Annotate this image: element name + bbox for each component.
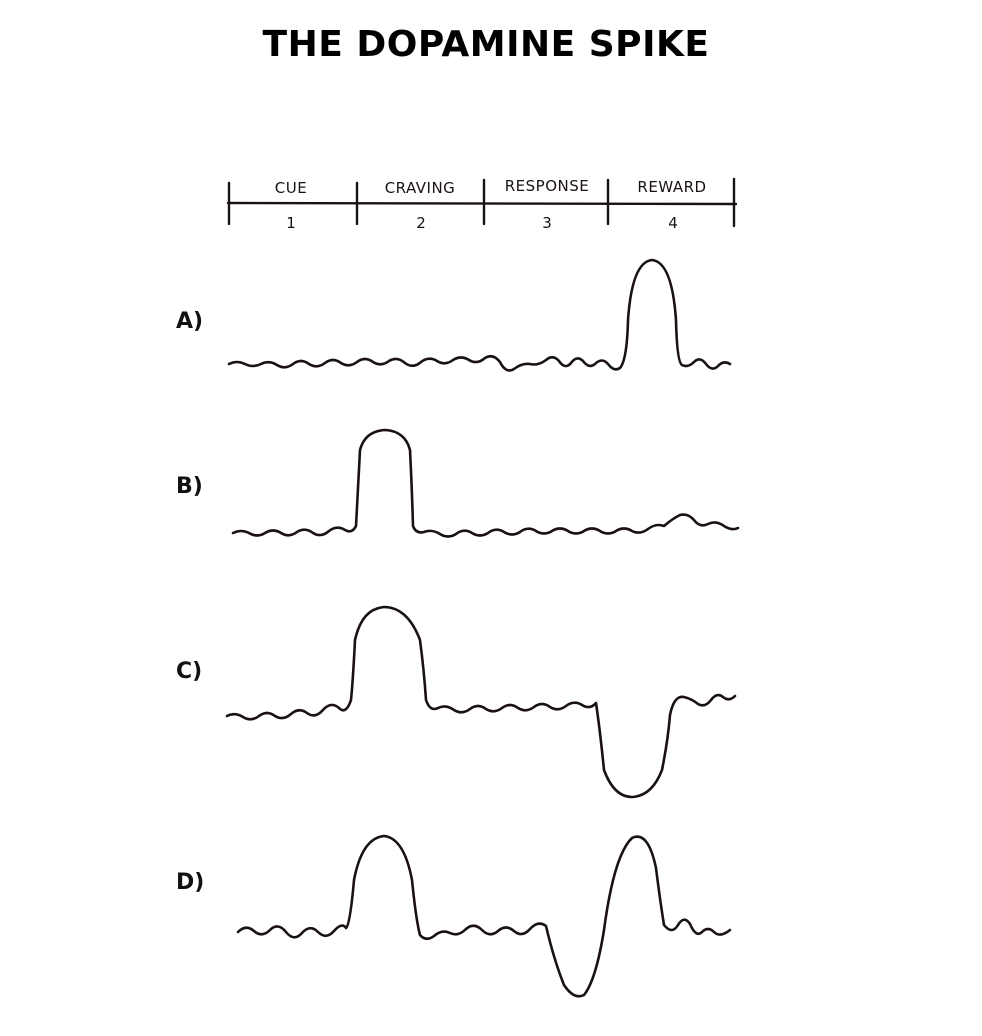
stage-label-cue: CUE [275, 179, 307, 197]
stage-number-1: 1 [286, 214, 296, 232]
diagram-title: THE DOPAMINE SPIKE [262, 24, 710, 65]
row-label-c: C) [176, 659, 203, 684]
dopamine-curve-c [225, 605, 737, 799]
row-label-d: D) [176, 870, 205, 895]
stage-number-2: 2 [416, 214, 426, 232]
stage-label-reward: REWARD [637, 178, 706, 196]
timeline-axis [226, 201, 738, 206]
row-label-a: A) [176, 309, 204, 334]
dopamine-curve-d [236, 834, 732, 998]
stage-timeline: CUE CRAVING RESPONSE REWARD 1 2 3 4 [226, 177, 738, 232]
stage-label-response: RESPONSE [505, 177, 590, 195]
dopamine-curve-a [227, 258, 732, 372]
stage-number-4: 4 [668, 214, 678, 232]
dopamine-curve-b [231, 428, 740, 538]
stage-number-3: 3 [542, 214, 552, 232]
stage-label-craving: CRAVING [385, 179, 456, 197]
row-label-b: B) [176, 474, 203, 499]
